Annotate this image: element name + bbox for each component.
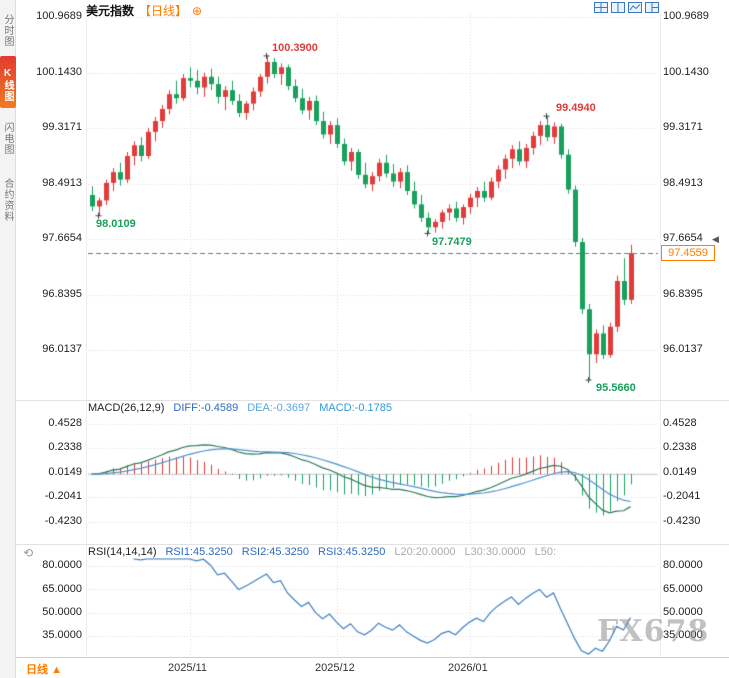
candlestick-chart-canvas[interactable] — [88, 14, 658, 392]
layout-two-vertical-icon[interactable] — [611, 2, 625, 13]
y-tick: 35.0000 — [663, 629, 703, 641]
annotation-low: 98.0109 — [96, 218, 136, 230]
annotation-low: 95.5660 — [596, 382, 636, 394]
y-tick: 80.0000 — [663, 559, 703, 571]
axis-divider-left — [86, 14, 87, 655]
layout-icon-group — [594, 2, 659, 13]
macd-hist-readout: MACD:-0.1785 — [319, 402, 392, 414]
x-tick: 2026/01 — [448, 662, 488, 674]
y-tick: 98.4913 — [663, 177, 703, 189]
panel-separator — [16, 400, 729, 401]
x-tick: 2025/12 — [315, 662, 355, 674]
y-tick: -0.4230 — [663, 515, 701, 527]
current-price-label: 97.4559 — [661, 245, 715, 261]
rsi2-readout: RSI2:45.3250 — [241, 546, 310, 558]
macd-diff-readout: DIFF:-0.4589 — [173, 402, 239, 414]
indicator-refresh-icon[interactable]: ⟲ — [23, 546, 34, 560]
y-tick: 100.9689 — [663, 10, 709, 22]
left-sidebar: 分时图 K线图 闪电图 合约资料 — [0, 0, 16, 678]
annotation-high: 100.3900 — [272, 42, 318, 54]
y-tick: 50.0000 — [663, 606, 703, 618]
fx678-watermark: FX678 — [597, 614, 710, 649]
y-tick: 0.4528 — [48, 417, 82, 429]
y-tick: 99.3171 — [663, 121, 703, 133]
layout-quad-icon[interactable] — [594, 2, 608, 13]
rsi-header: RSI(14,14,14) RSI1:45.3250 RSI2:45.3250 … — [88, 546, 556, 558]
layout-mixed-panes-icon[interactable] — [645, 2, 659, 13]
y-tick: 98.4913 — [42, 177, 82, 189]
panel-separator — [16, 544, 729, 545]
y-tick: 0.0149 — [663, 466, 697, 478]
bottom-bar-separator — [16, 657, 729, 658]
y-tick: 80.0000 — [42, 559, 82, 571]
axis-divider-right — [660, 14, 661, 655]
y-tick: 65.0000 — [663, 583, 703, 595]
y-tick: 100.9689 — [36, 10, 82, 22]
y-tick: 0.0149 — [48, 466, 82, 478]
annotation-high: 99.4940 — [556, 102, 596, 114]
rsi3-readout: RSI3:45.3250 — [318, 546, 386, 558]
rsi-title: RSI(14,14,14) — [88, 546, 157, 558]
macd-title: MACD(26,12,9) — [88, 402, 165, 414]
y-tick: -0.4230 — [44, 515, 82, 527]
y-tick: 96.8395 — [42, 288, 82, 300]
macd-header: MACD(26,12,9) DIFF:-0.4589 DEA:-0.3697 M… — [88, 402, 392, 414]
y-tick: 97.6654 — [42, 232, 82, 244]
y-tick: 96.0137 — [42, 343, 82, 355]
y-tick: 65.0000 — [42, 583, 82, 595]
layout-chart-line-icon[interactable] — [628, 2, 642, 13]
rsi-chart-canvas[interactable] — [88, 558, 658, 655]
y-tick: 100.1430 — [663, 66, 709, 78]
y-tick: 0.2338 — [663, 441, 697, 453]
rsi-l30-readout: L30:30.0000 — [464, 546, 526, 558]
sidebar-tab-time-chart[interactable]: 分时图 — [2, 14, 13, 47]
macd-dea-readout: DEA:-0.3697 — [247, 402, 311, 414]
y-tick: 96.0137 — [663, 343, 703, 355]
chevron-up-icon: ▲ — [51, 664, 62, 676]
y-tick: -0.2041 — [663, 490, 701, 502]
y-tick: 97.6654 — [663, 232, 703, 244]
y-tick: 0.2338 — [48, 441, 82, 453]
y-tick: 100.1430 — [36, 66, 82, 78]
macd-chart-canvas[interactable] — [88, 415, 658, 543]
y-tick: 35.0000 — [42, 629, 82, 641]
y-tick: 50.0000 — [42, 606, 82, 618]
annotation-low: 97.7479 — [432, 236, 472, 248]
rsi-l50-readout: L50: — [534, 546, 557, 558]
period-label: 日线 — [26, 664, 48, 676]
x-tick: 2025/11 — [168, 662, 207, 674]
period-selector[interactable]: 日线 ▲ — [26, 661, 62, 677]
y-tick: 99.3171 — [42, 121, 82, 133]
add-indicator-icon[interactable]: ⊕ — [192, 3, 203, 18]
y-tick: -0.2041 — [44, 490, 82, 502]
rsi1-readout: RSI1:45.3250 — [165, 546, 233, 558]
rsi-l20-readout: L20:20.0000 — [394, 546, 456, 558]
y-tick: 0.4528 — [663, 417, 697, 429]
sidebar-tab-lightning-chart[interactable]: 闪电图 — [2, 122, 13, 155]
price-arrow-icon: ◀ — [712, 234, 719, 244]
sidebar-tab-kline-chart[interactable]: K线图 — [0, 56, 16, 108]
sidebar-tab-contract-info[interactable]: 合约资料 — [2, 177, 13, 222]
y-tick: 96.8395 — [663, 288, 703, 300]
